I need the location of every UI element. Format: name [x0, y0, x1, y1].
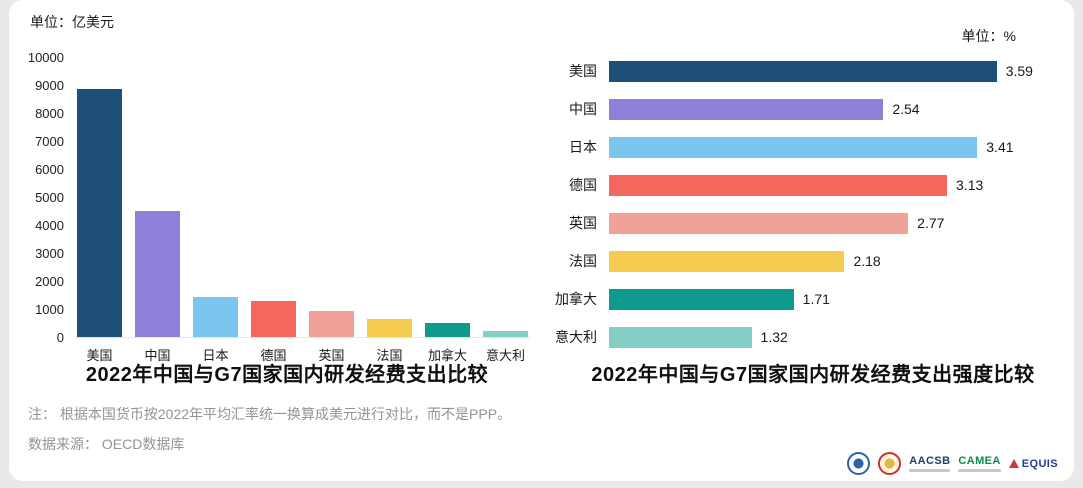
equis-red-mark-icon [1008, 459, 1019, 468]
bar [251, 300, 296, 337]
value-label: 2.18 [853, 253, 881, 269]
bar-track: 2.18 [609, 250, 1029, 272]
hbar-row: 德国 3.13 [553, 166, 1029, 204]
bar-track: 3.13 [609, 174, 1029, 196]
camea-logo-icon: CAMEA [958, 455, 1001, 472]
value-label: 1.32 [760, 329, 788, 345]
category-label: 法国 [569, 253, 597, 269]
x-tick-label: 日本 [202, 348, 229, 363]
x-tick-label: 德国 [260, 348, 287, 363]
bar-track: 3.41 [609, 136, 1029, 158]
left-x-labels: 美国 中国 日本 德国 英国 法国 加拿大 意大利 [75, 345, 530, 364]
aacsb-logo-text: AACSB [909, 455, 951, 467]
x-tick-label: 法国 [376, 348, 403, 363]
bar [425, 322, 470, 337]
bar-track: 2.77 [609, 212, 1029, 234]
hbar-row: 加拿大 1.71 [553, 280, 1029, 318]
y-tick-label: 2000 [35, 274, 64, 289]
camea-logo-text: CAMEA [958, 455, 1001, 467]
hbar-row: 中国 2.54 [553, 90, 1029, 128]
y-tick-label: 10000 [27, 50, 64, 65]
hbar-row: 英国 2.77 [553, 204, 1029, 242]
value-label: 1.71 [802, 291, 830, 307]
x-tick-label: 美国 [86, 348, 113, 363]
value-label: 3.41 [986, 139, 1014, 155]
bar [609, 250, 845, 272]
category-label: 加拿大 [555, 291, 597, 307]
x-tick-label: 中国 [144, 348, 171, 363]
value-label: 2.54 [892, 101, 920, 117]
category-label: 日本 [569, 139, 597, 155]
value-label: 2.77 [917, 215, 945, 231]
footer-logos: AACSB CAMEA EQUIS [847, 452, 1058, 475]
aacsb-logo-icon: AACSB [909, 455, 951, 472]
bar [609, 288, 794, 310]
equis-logo-text: EQUIS [1021, 457, 1058, 470]
equis-logo-icon: EQUIS [1008, 457, 1058, 470]
bar [609, 136, 978, 158]
hbar-row: 法国 2.18 [553, 242, 1029, 280]
category-label: 德国 [569, 177, 597, 193]
emblem-logo-icon [878, 452, 902, 475]
infographic-card: 单位：亿美元 0 1000 2000 3000 4000 5000 6000 7000 8000… [9, 0, 1074, 481]
value-label: 3.13 [956, 177, 984, 193]
bar-track: 2.54 [609, 98, 1029, 120]
bar [609, 60, 997, 82]
bar [193, 297, 238, 337]
left-plot-area: 0 1000 2000 3000 4000 5000 6000 7000 8000 9000 100… [28, 50, 531, 370]
y-tick-label: 6000 [35, 162, 64, 177]
bar [367, 318, 412, 337]
right-unit-label: 单位：% [961, 28, 1016, 44]
bar [609, 98, 884, 120]
category-label: 美国 [569, 63, 597, 79]
y-tick-label: 1000 [35, 302, 64, 317]
right-rows: 美国 3.59 中国 2.54 日本 3.41 德国 3.13 英国 2.77 法国 2.18 加拿大 1… [553, 52, 1033, 356]
bar [309, 310, 354, 337]
bar-track: 1.71 [609, 288, 1029, 310]
category-label: 中国 [569, 101, 597, 117]
value-label: 3.59 [1005, 63, 1033, 79]
category-label: 英国 [569, 215, 597, 231]
bar [609, 326, 752, 348]
left-unit-label: 单位：亿美元 [30, 14, 114, 30]
y-tick-label: 8000 [35, 106, 64, 121]
x-tick-label: 英国 [318, 348, 345, 363]
bar [483, 330, 528, 337]
x-tick-label: 意大利 [485, 348, 525, 363]
bar [609, 212, 909, 234]
y-tick-label: 9000 [35, 78, 64, 93]
y-tick-label: 5000 [35, 190, 64, 205]
seal-logo-icon [847, 452, 871, 475]
left-chart-title: 2022年中国与G7国家国内研发经费支出比较 [85, 364, 489, 386]
hbar-row: 意大利 1.32 [553, 318, 1029, 356]
y-tick-label: 4000 [35, 218, 64, 233]
right-chart-title: 2022年中国与G7国家国内研发经费支出强度比较 [591, 364, 1035, 386]
bar [135, 211, 180, 337]
bar-track: 1.32 [609, 326, 1029, 348]
left-bars [75, 58, 530, 338]
hbar-row: 美国 3.59 [553, 52, 1033, 90]
y-tick-label: 7000 [35, 134, 64, 149]
data-source: 数据来源： OECD数据库 [28, 436, 185, 452]
bar [609, 174, 948, 196]
y-tick-label: 3000 [35, 246, 64, 261]
left-y-axis: 0 1000 2000 3000 4000 5000 6000 7000 8000 9000 100… [28, 50, 69, 345]
bar-track: 3.59 [609, 60, 1033, 82]
bar [77, 89, 122, 337]
x-tick-label: 加拿大 [427, 348, 467, 363]
footnote: 注： 根据本国货币按2022年平均汇率统一换算成美元进行对比，而不是PPP。 [28, 406, 512, 422]
category-label: 意大利 [555, 329, 597, 345]
hbar-row: 日本 3.41 [553, 128, 1029, 166]
y-tick-label: 0 [56, 330, 64, 345]
